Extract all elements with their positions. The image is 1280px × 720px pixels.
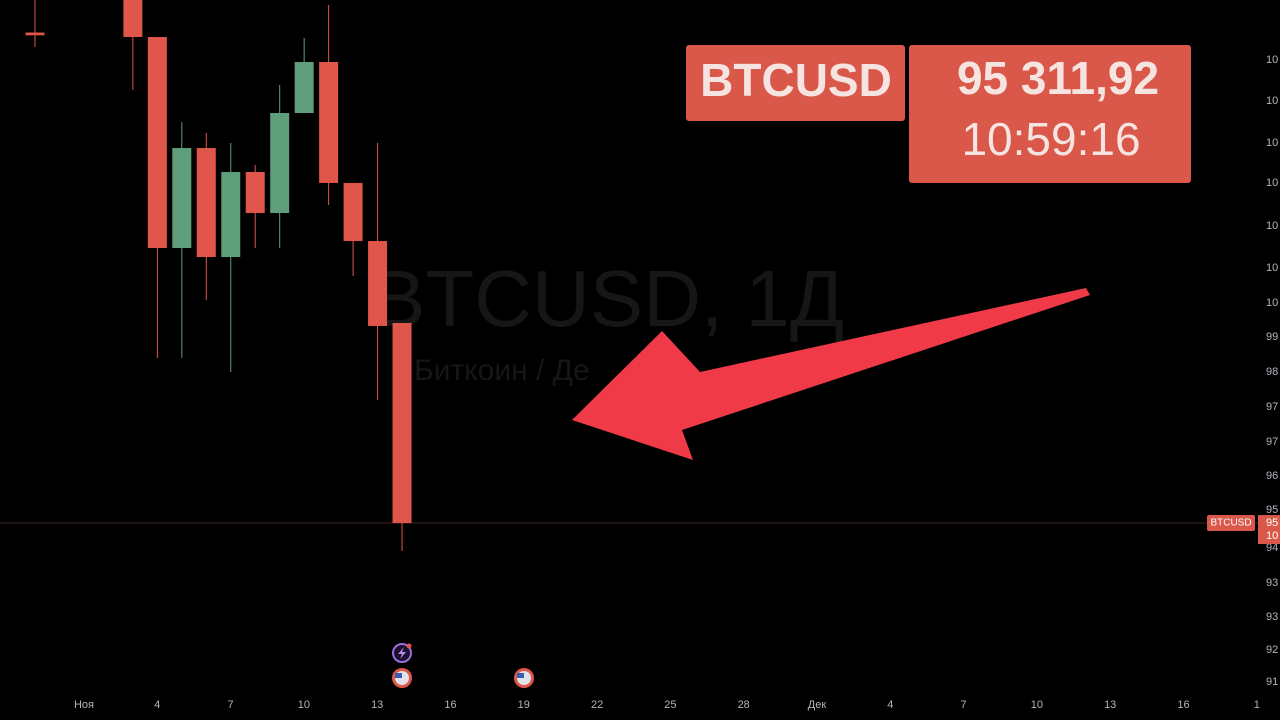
axes: Ноя 4 7 10 13 16 19 22 25 28 Дек 4 7 10 13 16 1 10 10 10 10 1… xyxy=(74,54,1280,711)
y-axis-label: 93 xyxy=(1266,577,1278,589)
x-axis-label: Дек xyxy=(808,699,827,711)
candle-body xyxy=(368,241,388,326)
y-axis-label: 91 xyxy=(1266,676,1278,688)
overlay-price: 95 311,92 xyxy=(957,52,1159,104)
y-axis-label: 97 xyxy=(1266,436,1278,448)
overlay-time: 10:59:16 xyxy=(961,113,1140,165)
candle-body xyxy=(221,171,241,258)
y-axis-label: 98 xyxy=(1266,366,1278,378)
y-axis-label: 10 xyxy=(1266,297,1278,309)
watermark-subtitle: Биткоин / Де xyxy=(414,354,590,387)
x-axis-label: 4 xyxy=(887,699,893,711)
overlay: BTCUSD 95 311,92 10:59:16 xyxy=(686,45,1191,183)
x-axis-label: 25 xyxy=(664,699,676,711)
y-axis-label: 10 xyxy=(1266,95,1278,107)
price-tag-symbol: BTCUSD xyxy=(1210,518,1251,529)
x-axis-label: 13 xyxy=(1104,699,1116,711)
candle-body xyxy=(319,62,339,183)
y-axis-label: 10 xyxy=(1266,220,1278,232)
x-axis-label: 16 xyxy=(1177,699,1189,711)
flag-canton xyxy=(517,673,524,678)
watermark-title: BTCUSD, 1Д xyxy=(372,254,844,343)
candle-body xyxy=(123,0,143,38)
candle-body xyxy=(172,148,192,249)
x-axis-label: 22 xyxy=(591,699,603,711)
candle-body xyxy=(196,148,216,258)
flag-canton xyxy=(395,673,402,678)
event-dot xyxy=(406,643,412,649)
y-axis-label: 10 xyxy=(1266,262,1278,274)
x-axis-label: 10 xyxy=(1031,699,1043,711)
x-axis-label: 28 xyxy=(738,699,750,711)
candle-body xyxy=(270,113,290,214)
price-tag-time: 10 xyxy=(1266,530,1278,542)
x-axis-label: 4 xyxy=(154,699,160,711)
y-axis-label: 10 xyxy=(1266,177,1278,189)
x-axis-label: Ноя xyxy=(74,699,94,711)
candle-body xyxy=(245,171,265,214)
x-axis-label: 13 xyxy=(371,699,383,711)
y-axis-label: 92 xyxy=(1266,644,1278,656)
candle-body xyxy=(294,62,314,114)
candle-body xyxy=(343,182,363,242)
event-icons xyxy=(392,643,534,688)
x-axis-label: 7 xyxy=(228,699,234,711)
candle-body xyxy=(25,32,45,36)
annotation-arrow xyxy=(572,288,1090,460)
x-axis-label: 10 xyxy=(298,699,310,711)
price-tag-box xyxy=(1258,515,1280,545)
event-bolt xyxy=(398,647,406,659)
overlay-symbol: BTCUSD xyxy=(700,54,892,106)
y-axis-label: 94 xyxy=(1266,542,1278,554)
price-tag-symbol-box xyxy=(1207,515,1255,532)
symbol-box xyxy=(686,45,905,121)
price-box xyxy=(909,45,1191,183)
y-axis-label: 10 xyxy=(1266,54,1278,66)
x-axis-label: 7 xyxy=(961,699,967,711)
x-axis-label: 1 xyxy=(1254,699,1260,711)
candle-body xyxy=(147,37,167,249)
y-axis-label: 10 xyxy=(1266,137,1278,149)
y-axis-label: 95 xyxy=(1266,504,1278,516)
x-axis-label: 16 xyxy=(444,699,456,711)
price-tag-price: 95 xyxy=(1266,517,1278,529)
y-axis-label: 97 xyxy=(1266,401,1278,413)
y-axis-label: 99 xyxy=(1266,331,1278,343)
x-axis-label: 19 xyxy=(518,699,530,711)
candle-body xyxy=(392,322,412,524)
y-axis-label: 96 xyxy=(1266,470,1278,482)
plot xyxy=(0,0,1280,552)
y-axis-label: 93 xyxy=(1266,611,1278,623)
